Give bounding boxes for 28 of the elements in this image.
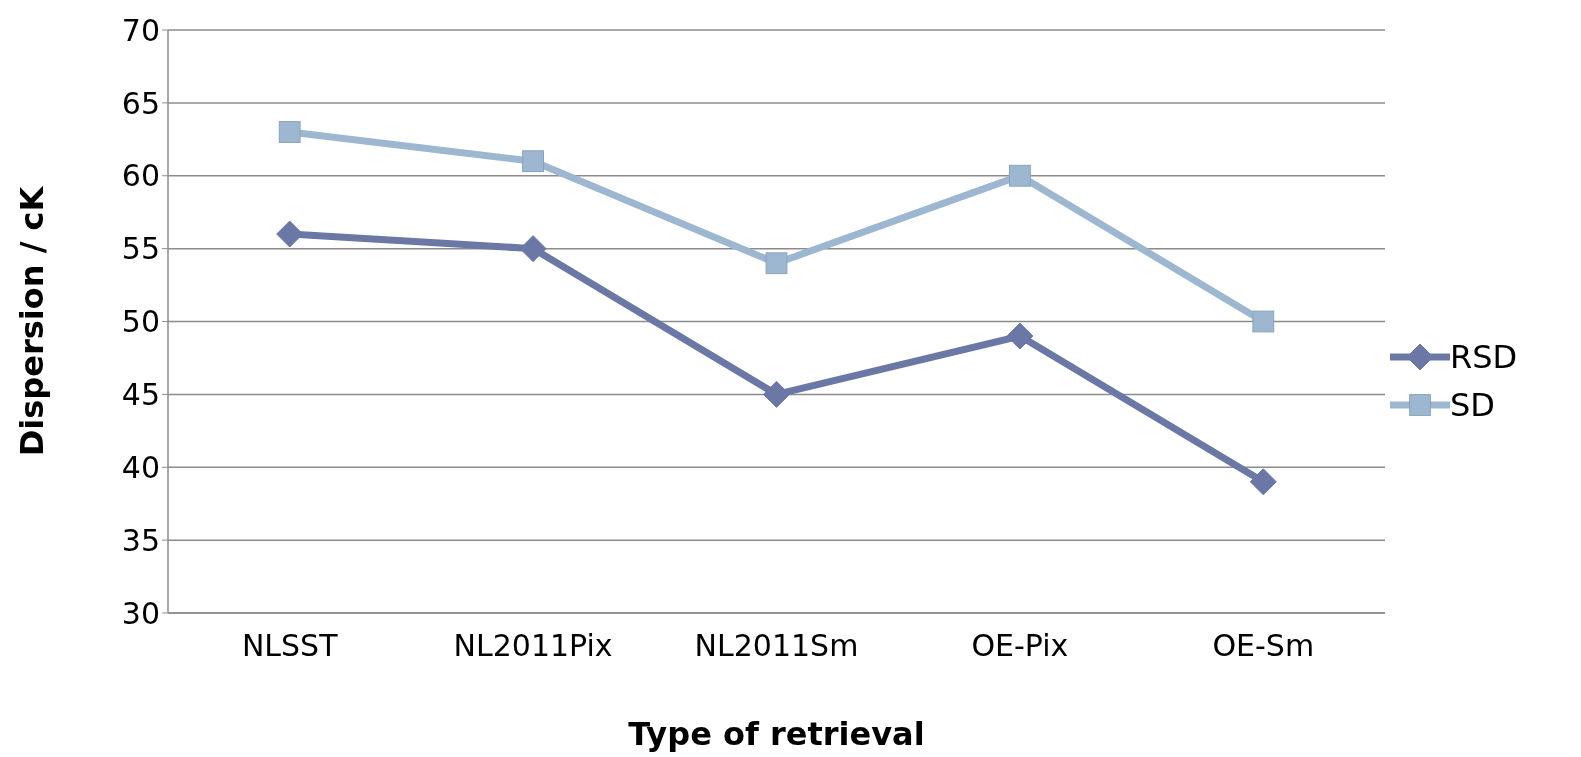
y-tick-label: 40 <box>121 449 160 485</box>
y-tick-label: 55 <box>121 231 160 267</box>
point <box>276 220 304 248</box>
point <box>278 121 301 143</box>
x-tick-label: NL2011Pix <box>453 628 613 664</box>
y-tick-label: 65 <box>121 85 160 121</box>
point <box>1252 310 1275 333</box>
legend-label: SD <box>1450 386 1495 424</box>
point <box>1006 322 1034 350</box>
point <box>1009 164 1031 187</box>
y-tick-label: 45 <box>121 377 160 413</box>
x-tick-label: OE-Sm <box>1212 628 1315 664</box>
y-axis-title: Dispersion / cK <box>13 185 52 457</box>
y-tick-label: 35 <box>121 522 160 558</box>
y-tick-label: 50 <box>121 304 160 340</box>
y-tick-label: 60 <box>121 158 160 194</box>
legend-label: RSD <box>1450 338 1518 376</box>
x-tick-label: OE-Pix <box>971 628 1069 664</box>
point <box>519 235 547 263</box>
x-tick-label: NLSST <box>241 628 339 664</box>
point <box>763 380 790 408</box>
x-tick-label: NL2011Sm <box>694 628 859 664</box>
point <box>522 150 544 173</box>
y-tick-label: 30 <box>121 595 160 631</box>
x-axis-title: Type of retrieval <box>628 715 925 753</box>
y-tick-label: 70 <box>121 12 160 48</box>
point <box>765 252 788 275</box>
point <box>1249 468 1277 496</box>
